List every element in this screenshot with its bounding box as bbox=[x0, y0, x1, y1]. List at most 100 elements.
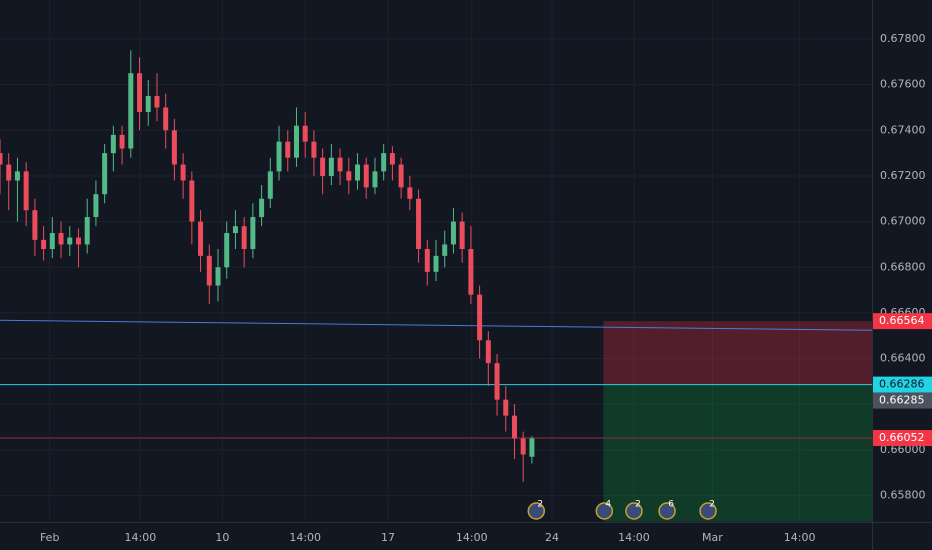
candle-body bbox=[206, 255, 212, 286]
candle-body bbox=[232, 226, 238, 234]
y-tick-label: 0.67000 bbox=[880, 215, 926, 228]
candle-body bbox=[389, 153, 395, 165]
x-tick-label: 10 bbox=[215, 531, 229, 544]
event-marker bbox=[658, 502, 676, 520]
target-zone bbox=[603, 384, 872, 522]
x-tick-label: Feb bbox=[40, 531, 59, 544]
candle-body bbox=[494, 363, 500, 400]
y-tick-label: 0.65800 bbox=[880, 489, 926, 502]
candle-body bbox=[285, 141, 291, 158]
candle-body bbox=[224, 233, 230, 268]
price-label-bg bbox=[873, 430, 932, 447]
price-label-bg bbox=[873, 392, 932, 409]
candle-body bbox=[372, 171, 378, 188]
stop-zone bbox=[603, 321, 872, 385]
candle-body bbox=[442, 244, 448, 256]
candle-body bbox=[267, 171, 273, 199]
event-label: 2 bbox=[537, 500, 543, 510]
candle-body bbox=[503, 399, 509, 416]
candle-body bbox=[363, 164, 369, 188]
candle-body bbox=[424, 248, 430, 272]
candle-body bbox=[102, 153, 108, 195]
candle-body bbox=[241, 226, 247, 249]
price-label-bg bbox=[873, 313, 932, 330]
x-tick-label: 24 bbox=[545, 531, 559, 544]
candle-body bbox=[381, 153, 387, 172]
y-tick-label: 0.66000 bbox=[880, 443, 926, 456]
event-label: 6 bbox=[668, 500, 674, 510]
candle-body bbox=[75, 237, 81, 245]
candle-body bbox=[259, 198, 265, 218]
candle-body bbox=[119, 134, 125, 149]
candle-body bbox=[49, 233, 55, 249]
event-label: 2 bbox=[709, 500, 715, 510]
y-tick-label: 0.66800 bbox=[880, 260, 926, 273]
candle-body bbox=[6, 164, 12, 181]
candle-body bbox=[171, 130, 177, 165]
candle-body bbox=[416, 198, 422, 249]
x-tick-label: 14:00 bbox=[456, 531, 488, 544]
event-label: 4 bbox=[605, 500, 611, 510]
candle-body bbox=[293, 125, 299, 158]
event-marker bbox=[595, 502, 614, 520]
price-label: 0.66564 bbox=[879, 314, 925, 327]
x-tick-label: 14:00 bbox=[289, 531, 321, 544]
candle-body bbox=[346, 171, 352, 181]
x-tick-label: 17 bbox=[381, 531, 395, 544]
candle-body bbox=[180, 164, 186, 181]
x-tick-label: Mar bbox=[702, 531, 723, 544]
y-tick-label: 0.67800 bbox=[880, 32, 926, 45]
candle-body bbox=[110, 134, 116, 154]
price-label: 0.66052 bbox=[879, 431, 925, 444]
candle-body bbox=[163, 107, 169, 131]
event-marker bbox=[699, 502, 717, 520]
candle-body bbox=[189, 180, 195, 222]
candle-body bbox=[67, 237, 73, 245]
candle-body bbox=[276, 141, 282, 172]
candle-body bbox=[84, 217, 90, 245]
candle-body bbox=[32, 210, 38, 240]
y-tick-label: 0.67200 bbox=[880, 169, 926, 182]
candle-body bbox=[0, 153, 3, 165]
candle-body bbox=[355, 164, 361, 181]
x-tick-label: 14:00 bbox=[125, 531, 157, 544]
candle-body bbox=[58, 233, 64, 245]
trendline bbox=[0, 319, 873, 331]
candle-body bbox=[137, 73, 143, 113]
event-marker bbox=[625, 502, 643, 520]
candle-body bbox=[433, 255, 439, 272]
price-label-bg bbox=[873, 376, 932, 393]
candle-body bbox=[477, 294, 483, 341]
candle-body bbox=[145, 96, 151, 113]
candle-body bbox=[328, 157, 334, 176]
x-tick-label: 14:00 bbox=[618, 531, 650, 544]
candle-body bbox=[468, 248, 474, 295]
candle-body bbox=[128, 73, 134, 149]
event-marker bbox=[527, 502, 546, 520]
candle-body bbox=[407, 187, 413, 199]
y-tick-label: 0.67600 bbox=[880, 78, 926, 91]
candle-body bbox=[459, 221, 465, 249]
y-tick-label: 0.66400 bbox=[880, 352, 926, 365]
candle-body bbox=[14, 171, 20, 181]
candle-body bbox=[511, 415, 517, 439]
candle-body bbox=[320, 157, 326, 176]
candle-body bbox=[215, 267, 221, 286]
x-tick-label: 14:00 bbox=[784, 531, 816, 544]
candle-body bbox=[41, 239, 47, 249]
candle-body bbox=[337, 157, 343, 172]
candle-body bbox=[520, 438, 526, 455]
candle-body bbox=[198, 221, 204, 256]
y-tick-label: 0.67400 bbox=[880, 123, 926, 136]
candle-body bbox=[302, 125, 308, 142]
candle-body bbox=[485, 340, 491, 364]
price-label: 0.66285 bbox=[879, 394, 925, 407]
candle-body bbox=[23, 171, 29, 211]
candle-body bbox=[529, 438, 535, 457]
candle-body bbox=[250, 217, 256, 249]
candle-body bbox=[398, 164, 404, 188]
event-label: 2 bbox=[635, 500, 641, 510]
candle-body bbox=[311, 141, 317, 158]
